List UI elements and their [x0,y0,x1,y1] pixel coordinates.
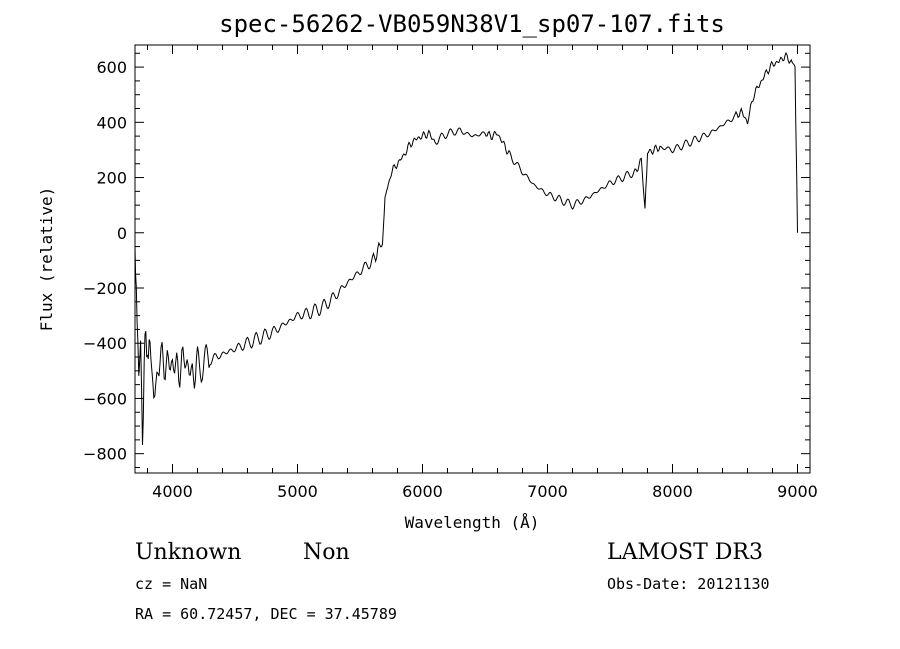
x-tick-label: 5000 [277,482,318,501]
x-tick-label: 6000 [402,482,443,501]
survey-name: LAMOST DR3 [607,540,763,565]
object-subclass: Non [303,540,350,565]
axis-ticks [135,45,810,473]
chart-title: spec-56262-VB059N38V1_sp07-107.fits [219,10,725,38]
x-tick-label: 9000 [777,482,818,501]
y-tick-label: −400 [83,334,127,353]
y-tick-label: 400 [96,113,127,132]
y-tick-label: 0 [117,224,127,243]
y-tick-label: −800 [83,445,127,464]
redshift-value: cz = NaN [135,575,207,593]
coordinates: RA = 60.72457, DEC = 37.45789 [135,605,397,623]
y-tick-label: 200 [96,169,127,188]
y-tick-label: −600 [83,389,127,408]
y-tick-label: 600 [96,58,127,77]
y-axis-label: Flux (relative) [37,187,56,332]
series-line [134,51,798,446]
axis-tick-labels: 4000 5000 6000 7000 8000 9000−800−600−400−200… [83,58,818,501]
observation-date: Obs-Date: 20121130 [607,575,770,593]
x-tick-label: 7000 [527,482,568,501]
object-class: Unknown [135,540,241,565]
plot-frame [134,44,811,474]
x-axis-label: Wavelength (Å) [405,513,540,532]
x-tick-label: 4000 [152,482,193,501]
x-tick-label: 8000 [652,482,693,501]
y-tick-label: −200 [83,279,127,298]
